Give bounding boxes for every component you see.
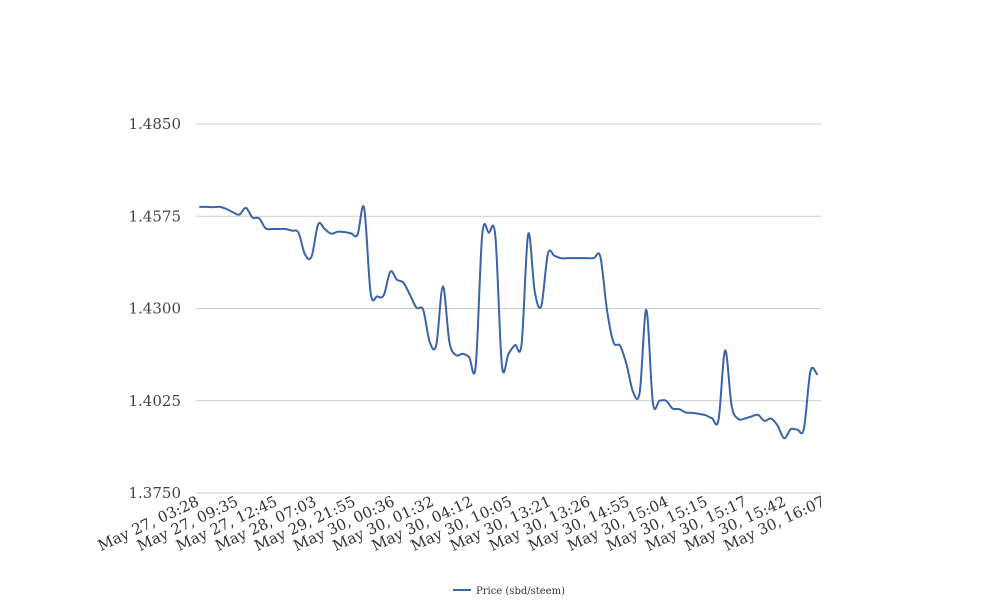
y-axis-ticks: 1.3750 1.4025 1.4300 1.4575 1.4850 xyxy=(129,115,182,502)
y-tick-label: 1.4575 xyxy=(129,207,182,225)
y-tick-label: 1.4300 xyxy=(129,300,182,318)
grid-layer xyxy=(196,123,821,494)
y-tick-label: 1.4025 xyxy=(129,392,182,410)
y-tick-label: 1.4850 xyxy=(129,115,182,133)
y-tick-label: 1.3750 xyxy=(129,484,182,502)
legend-label: Price (sbd/steem) xyxy=(476,586,565,597)
legend[interactable]: Price (sbd/steem) xyxy=(453,586,565,597)
series-line-price xyxy=(199,205,818,440)
